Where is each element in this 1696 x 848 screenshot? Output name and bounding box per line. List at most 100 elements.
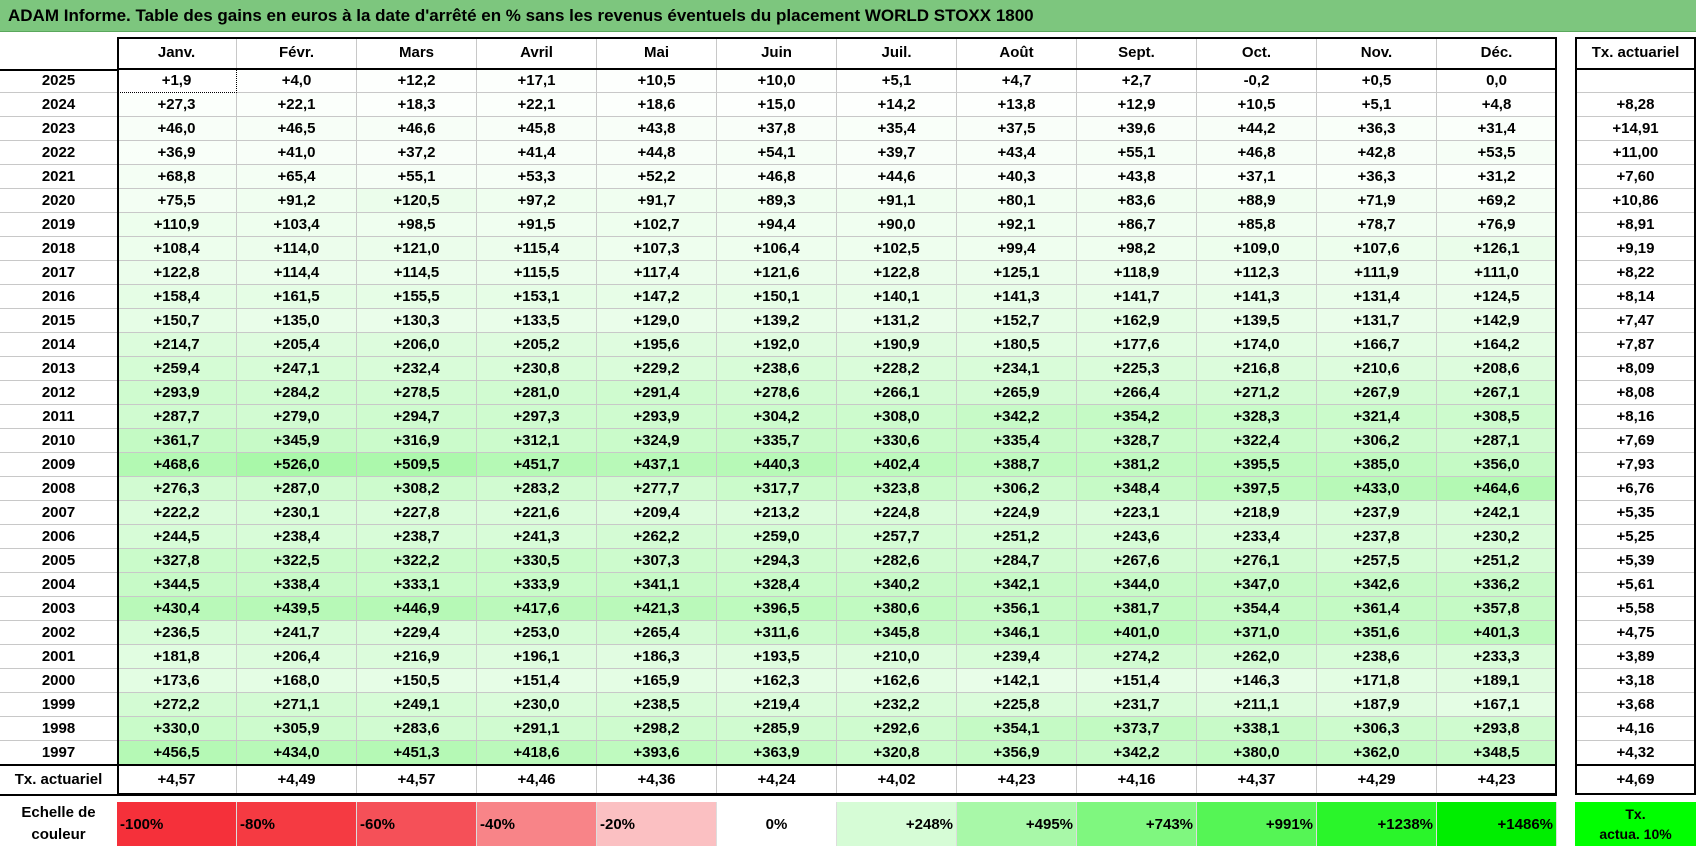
table-cell[interactable]: +306,2: [957, 477, 1077, 501]
table-cell[interactable]: +509,5: [357, 453, 477, 477]
table-cell[interactable]: +177,6: [1077, 333, 1197, 357]
tx-cell[interactable]: +7,47: [1575, 309, 1696, 333]
table-cell[interactable]: +4,0: [237, 69, 357, 93]
table-cell[interactable]: 0,0: [1437, 69, 1557, 93]
table-cell[interactable]: +125,1: [957, 261, 1077, 285]
table-cell[interactable]: +111,0: [1437, 261, 1557, 285]
tx-row-cell[interactable]: +4,49: [237, 765, 357, 795]
table-cell[interactable]: +361,7: [117, 429, 237, 453]
row-header-year[interactable]: 2011: [0, 405, 117, 429]
table-cell[interactable]: +85,8: [1197, 213, 1317, 237]
table-cell[interactable]: +333,9: [477, 573, 597, 597]
table-cell[interactable]: +91,2: [237, 189, 357, 213]
table-cell[interactable]: +46,5: [237, 117, 357, 141]
table-cell[interactable]: +293,9: [117, 381, 237, 405]
table-cell[interactable]: +381,7: [1077, 597, 1197, 621]
tx-row-cell[interactable]: +4,23: [1437, 765, 1557, 795]
table-cell[interactable]: +238,5: [597, 693, 717, 717]
tx-cell[interactable]: +6,76: [1575, 477, 1696, 501]
table-cell[interactable]: +180,5: [957, 333, 1077, 357]
table-cell[interactable]: +117,4: [597, 261, 717, 285]
table-cell[interactable]: +230,0: [477, 693, 597, 717]
table-cell[interactable]: +230,8: [477, 357, 597, 381]
table-cell[interactable]: +140,1: [837, 285, 957, 309]
table-cell[interactable]: +10,0: [717, 69, 837, 93]
table-cell[interactable]: +317,7: [717, 477, 837, 501]
column-header-month[interactable]: Janv.: [117, 37, 237, 69]
table-cell[interactable]: +208,6: [1437, 357, 1557, 381]
table-cell[interactable]: +278,5: [357, 381, 477, 405]
table-cell[interactable]: +298,2: [597, 717, 717, 741]
table-cell[interactable]: +103,4: [237, 213, 357, 237]
table-cell[interactable]: +108,4: [117, 237, 237, 261]
table-cell[interactable]: +97,2: [477, 189, 597, 213]
table-cell[interactable]: +342,1: [957, 573, 1077, 597]
table-cell[interactable]: +206,4: [237, 645, 357, 669]
tx-cell[interactable]: +4,32: [1575, 741, 1696, 765]
table-cell[interactable]: +44,6: [837, 165, 957, 189]
table-cell[interactable]: +346,1: [957, 621, 1077, 645]
column-header-month[interactable]: Avril: [477, 37, 597, 69]
row-header-year[interactable]: 2018: [0, 237, 117, 261]
table-cell[interactable]: +328,7: [1077, 429, 1197, 453]
table-cell[interactable]: +342,6: [1317, 573, 1437, 597]
row-header-year[interactable]: 2020: [0, 189, 117, 213]
table-cell[interactable]: +241,3: [477, 525, 597, 549]
table-cell[interactable]: +196,1: [477, 645, 597, 669]
table-cell[interactable]: +439,5: [237, 597, 357, 621]
table-cell[interactable]: +121,0: [357, 237, 477, 261]
table-cell[interactable]: +238,6: [717, 357, 837, 381]
table-cell[interactable]: -0,2: [1197, 69, 1317, 93]
table-cell[interactable]: +323,8: [837, 477, 957, 501]
table-cell[interactable]: +330,0: [117, 717, 237, 741]
table-cell[interactable]: +257,7: [837, 525, 957, 549]
table-cell[interactable]: +342,2: [1077, 741, 1197, 765]
column-header-month[interactable]: Févr.: [237, 37, 357, 69]
column-header-month[interactable]: Oct.: [1197, 37, 1317, 69]
table-cell[interactable]: +373,7: [1077, 717, 1197, 741]
row-header-year[interactable]: 2019: [0, 213, 117, 237]
table-cell[interactable]: +249,1: [357, 693, 477, 717]
table-cell[interactable]: +241,7: [237, 621, 357, 645]
table-cell[interactable]: +233,4: [1197, 525, 1317, 549]
table-cell[interactable]: +89,3: [717, 189, 837, 213]
table-cell[interactable]: +146,3: [1197, 669, 1317, 693]
table-cell[interactable]: +232,2: [837, 693, 957, 717]
table-cell[interactable]: +308,2: [357, 477, 477, 501]
table-cell[interactable]: +213,2: [717, 501, 837, 525]
table-cell[interactable]: +223,1: [1077, 501, 1197, 525]
table-cell[interactable]: +238,4: [237, 525, 357, 549]
tx-row-cell[interactable]: +4,36: [597, 765, 717, 795]
table-cell[interactable]: +107,6: [1317, 237, 1437, 261]
table-cell[interactable]: +311,6: [717, 621, 837, 645]
tx-row-cell[interactable]: +4,02: [837, 765, 957, 795]
table-cell[interactable]: +218,9: [1197, 501, 1317, 525]
row-header-year[interactable]: 2001: [0, 645, 117, 669]
table-cell[interactable]: +107,3: [597, 237, 717, 261]
row-header-year[interactable]: 2009: [0, 453, 117, 477]
table-cell[interactable]: +224,8: [837, 501, 957, 525]
table-cell[interactable]: +86,7: [1077, 213, 1197, 237]
tx-cell[interactable]: +4,75: [1575, 621, 1696, 645]
table-cell[interactable]: +90,0: [837, 213, 957, 237]
table-cell[interactable]: +304,2: [717, 405, 837, 429]
table-cell[interactable]: +282,6: [837, 549, 957, 573]
table-cell[interactable]: +456,5: [117, 741, 237, 765]
table-cell[interactable]: +356,1: [957, 597, 1077, 621]
row-header-year[interactable]: 2007: [0, 501, 117, 525]
table-cell[interactable]: +150,5: [357, 669, 477, 693]
column-header-month[interactable]: Déc.: [1437, 37, 1557, 69]
row-header-year[interactable]: 2006: [0, 525, 117, 549]
table-cell[interactable]: +98,2: [1077, 237, 1197, 261]
table-cell[interactable]: +293,8: [1437, 717, 1557, 741]
table-cell[interactable]: +271,2: [1197, 381, 1317, 405]
table-cell[interactable]: +228,2: [837, 357, 957, 381]
row-header-year[interactable]: 1997: [0, 741, 117, 765]
tx-cell[interactable]: +5,25: [1575, 525, 1696, 549]
table-cell[interactable]: +46,6: [357, 117, 477, 141]
table-cell[interactable]: +42,8: [1317, 141, 1437, 165]
table-cell[interactable]: +292,6: [837, 717, 957, 741]
tx-cell[interactable]: +3,68: [1575, 693, 1696, 717]
table-cell[interactable]: +161,5: [237, 285, 357, 309]
tx-cell[interactable]: +9,19: [1575, 237, 1696, 261]
